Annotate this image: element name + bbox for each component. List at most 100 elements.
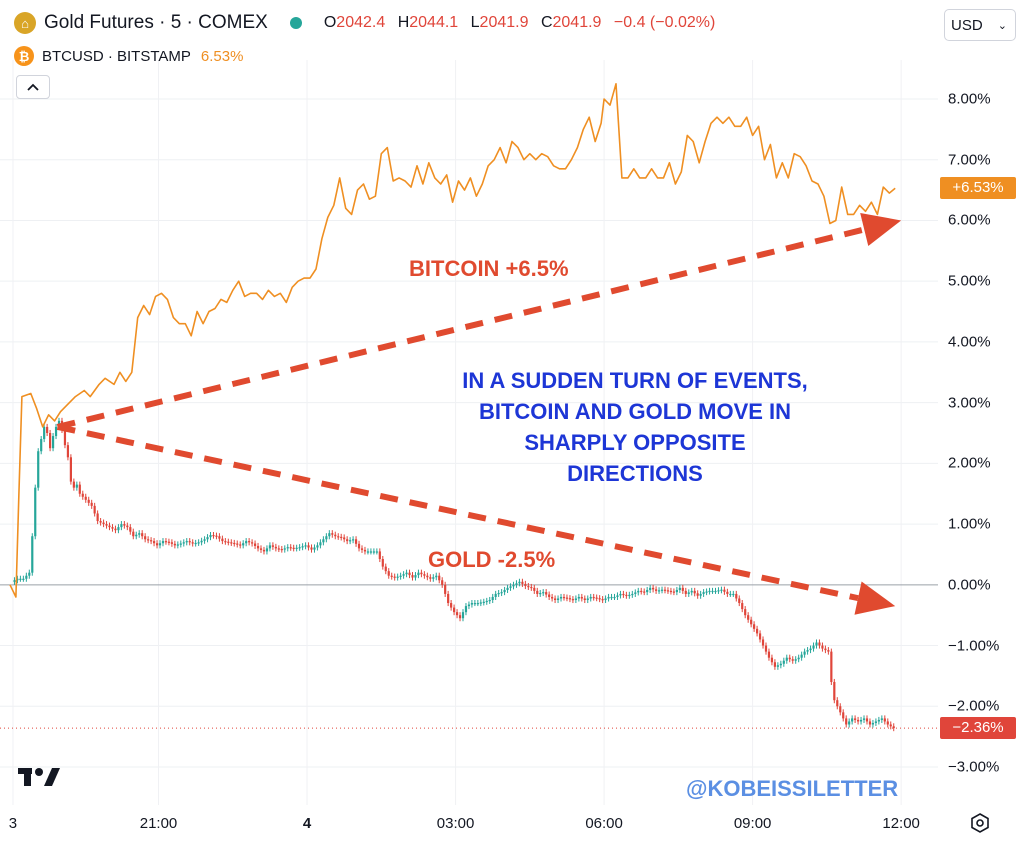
gold-candle <box>334 534 337 537</box>
gold-candle <box>179 543 182 545</box>
gold-candle <box>295 547 298 549</box>
gold-candle <box>452 607 456 613</box>
gold-candle <box>690 590 693 593</box>
currency-value: USD <box>951 16 983 34</box>
gold-candle <box>200 540 203 543</box>
compare-symbol-name[interactable]: BTCUSD · BITSTAMP <box>42 47 191 65</box>
gold-candle <box>551 596 554 599</box>
gold-candle <box>637 590 640 593</box>
gold-candle <box>598 598 601 600</box>
chart-settings-button[interactable] <box>969 812 991 839</box>
gold-candle <box>369 551 373 553</box>
trend-arrows <box>56 212 902 615</box>
gold-candle <box>589 596 592 599</box>
gold-candle <box>848 721 851 725</box>
y-tick-label: 0.00% <box>948 576 991 594</box>
gold-candle <box>414 575 417 578</box>
gold-candle <box>283 548 286 550</box>
gold-candle <box>322 539 325 543</box>
gold-candle <box>357 543 361 549</box>
ohlc-open: 2042.4 <box>336 14 386 31</box>
gold-candle <box>482 601 485 604</box>
y-tick-label: −2.00% <box>948 697 1000 715</box>
gold-candle <box>152 541 156 544</box>
gold-candle <box>123 524 126 526</box>
gold-candle <box>307 545 310 548</box>
gold-candle <box>426 575 429 578</box>
gold-candle <box>129 527 132 532</box>
compare-symbol-value: 6.53% <box>200 47 244 65</box>
collapse-legend-button[interactable] <box>16 75 50 99</box>
gold-candle <box>84 496 87 500</box>
gold-candle <box>22 578 25 580</box>
main-legend[interactable]: ⌂ Gold Futures · 5 · COMEX O2042.4 H2044… <box>14 12 723 34</box>
gold-candle <box>506 587 509 590</box>
gold-candle <box>19 578 22 580</box>
gold-candle <box>387 571 390 576</box>
gold-candle <box>343 537 346 540</box>
gold-candle <box>854 718 857 720</box>
gold-candle <box>16 578 19 581</box>
gold-candle <box>874 721 877 723</box>
gold-candle <box>277 548 280 550</box>
gold-candle <box>363 549 367 552</box>
gold-candle <box>625 594 628 597</box>
chevron-down-icon: ⌄ <box>997 20 1007 32</box>
trend-arrow-line <box>56 423 859 602</box>
gold-candle <box>349 540 352 542</box>
gold-candle <box>396 576 399 578</box>
y-tick-label: 4.00% <box>948 333 991 351</box>
gold-candle <box>836 700 839 707</box>
gold-candle <box>262 549 266 552</box>
gold-candle <box>839 706 842 713</box>
gold-candle <box>182 542 185 544</box>
gold-candle <box>607 596 610 599</box>
gold-candle <box>830 651 833 682</box>
currency-select[interactable]: USD ⌄ <box>944 9 1016 41</box>
tradingview-logo[interactable] <box>18 766 60 793</box>
gold-candle <box>63 429 67 446</box>
x-tick-label: 3 <box>8 815 18 832</box>
gold-candle <box>354 539 358 544</box>
ohlc-high: 2044.1 <box>409 14 459 31</box>
gold-candle <box>678 587 681 590</box>
gold-candle <box>435 575 438 578</box>
gold-candle <box>366 551 370 553</box>
gold-candle <box>227 541 230 543</box>
gold-candle <box>604 598 607 600</box>
gold-candle <box>818 642 821 646</box>
y-tick-label: 3.00% <box>948 394 991 412</box>
gold-candle <box>135 534 138 537</box>
y-tick-label: −3.00% <box>948 758 1000 776</box>
ohlc-close: 2041.9 <box>552 14 602 31</box>
gold-candle <box>616 595 619 597</box>
gold-candle <box>764 645 768 652</box>
gold-candle <box>197 542 200 544</box>
gold-candle <box>515 583 518 585</box>
market-status-dot-icon <box>289 17 302 29</box>
gold-candle <box>393 576 396 578</box>
gold-candle <box>509 586 512 588</box>
gold-candle <box>461 612 465 619</box>
gold-candle <box>242 543 245 546</box>
gold-candle <box>845 718 848 725</box>
gold-candle <box>292 547 295 549</box>
gold-candle <box>25 575 28 579</box>
gold-candle <box>328 533 331 537</box>
gold-candle <box>696 593 699 596</box>
gold-candle <box>533 587 536 591</box>
gold-candle <box>360 548 364 550</box>
main-symbol-name[interactable]: Gold Futures · 5 · COMEX <box>44 12 268 33</box>
gold-candle <box>253 543 257 546</box>
gold-candle <box>209 535 212 538</box>
gold-candle <box>747 615 750 620</box>
gold-candle <box>714 590 717 593</box>
watermark: @KOBEISSILETTER <box>686 776 899 801</box>
y-tick-label: 6.00% <box>948 211 991 229</box>
compare-legend[interactable]: ₿ BTCUSD · BITSTAMP 6.53% <box>14 46 243 66</box>
gold-candle <box>87 499 90 503</box>
gold-candle <box>384 566 387 572</box>
gold-candle <box>583 598 586 600</box>
gold-candle <box>738 598 741 604</box>
